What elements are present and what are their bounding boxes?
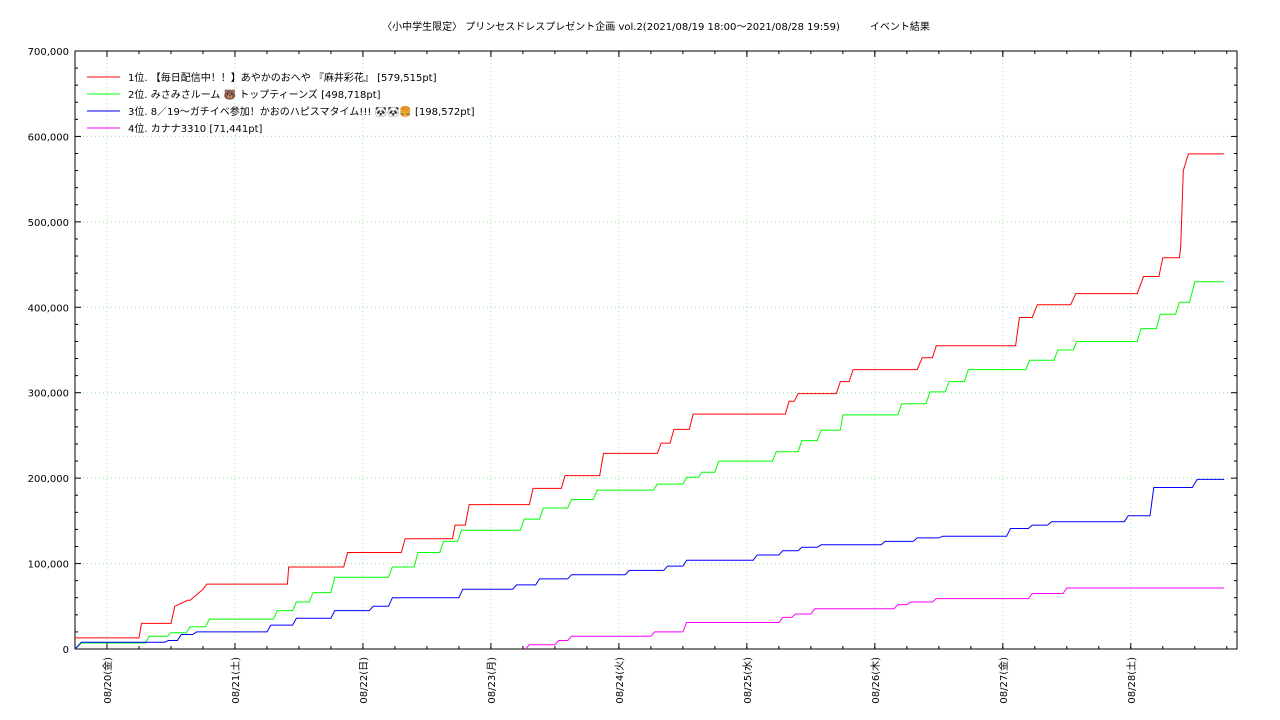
x-tick-label: 08/24(火) — [614, 657, 626, 704]
axis-ticks: 0 100,000 200,000 300,000 400,000 500,000 600,… — [28, 47, 1237, 704]
series-line-3 — [74, 478, 1225, 650]
x-tick-label: 08/25(水) — [742, 657, 754, 704]
y-tick-label: 600,000 — [28, 132, 69, 143]
series-line-2 — [74, 281, 1225, 650]
y-tick-label: 100,000 — [28, 560, 69, 571]
legend-label: 1位. 【毎日配信中！！】あやかのおへや 『麻井彩花』 [579,515pt] — [128, 71, 437, 84]
y-tick-label: 400,000 — [28, 303, 69, 314]
plot-area — [74, 50, 1238, 650]
y-tick-label: 200,000 — [28, 474, 69, 485]
x-tick-label: 08/28(土) — [1125, 657, 1138, 704]
grid — [75, 51, 1237, 649]
y-tick-label: 700,000 — [28, 47, 69, 58]
legend-label: 2位. みさみさルーム 🐻 トップティーンズ [498,718pt] — [128, 88, 381, 101]
y-tick-label: 0 — [63, 645, 69, 656]
x-tick-label: 08/27(金) — [997, 657, 1010, 704]
x-tick-label: 08/23(月) — [486, 657, 498, 704]
y-tick-label: 300,000 — [28, 389, 69, 400]
series-line-4 — [525, 587, 1225, 650]
series-line-1 — [75, 153, 1225, 639]
x-tick-label: 08/22(日) — [359, 657, 370, 704]
series-lines — [74, 153, 1225, 650]
legend: 1位. 【毎日配信中！！】あやかのおへや 『麻井彩花』 [579,515pt] 2… — [87, 71, 475, 135]
y-tick-label: 500,000 — [28, 218, 69, 229]
legend-label: 3位. 8／19〜ガチイベ参加！かおのハピスマタイム!!! 🐼🐼🍔 [198,5… — [128, 105, 475, 118]
x-tick-label: 08/26(木) — [870, 657, 882, 704]
legend-label: 4位. カナナ3310 [71,441pt] — [128, 122, 263, 135]
x-tick-label: 08/20(金) — [101, 657, 114, 704]
chart-title: 〈小中学生限定〉 プリンセスドレスプレゼント企画 vol.2(2021/08/1… — [382, 20, 930, 33]
x-tick-label: 08/21(土) — [229, 657, 242, 704]
